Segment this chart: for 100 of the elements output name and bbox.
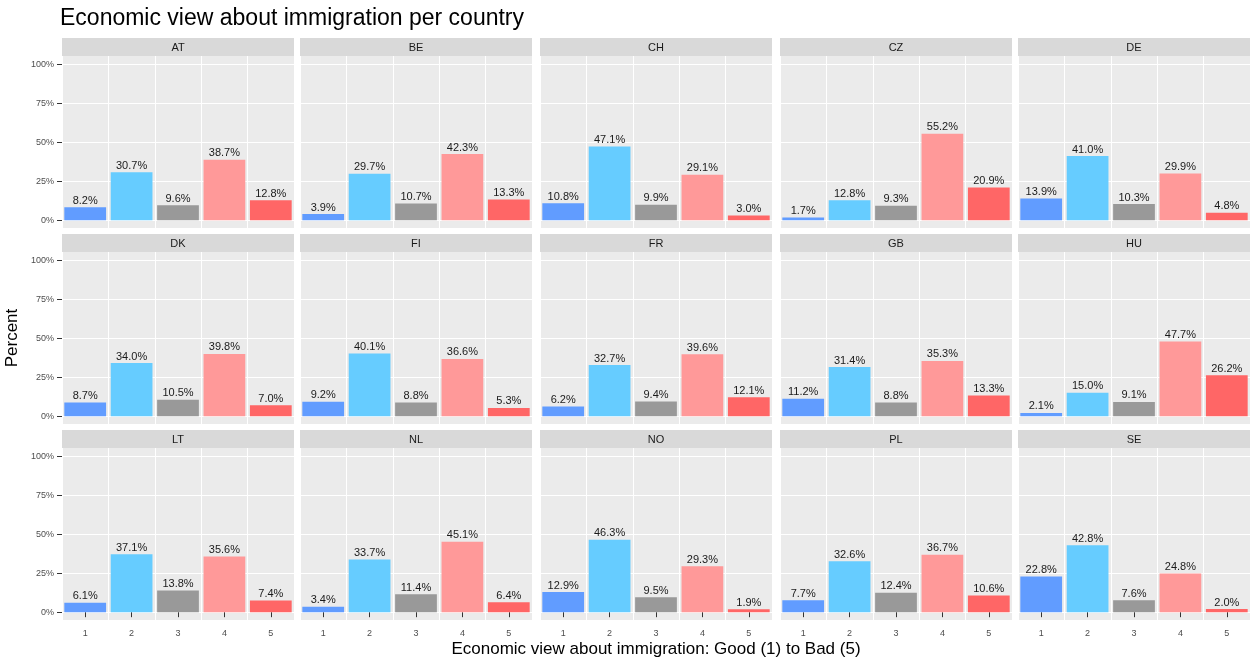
data-label: 11.2% [788, 385, 819, 398]
bar [249, 200, 292, 221]
text: Economic view about immigration per country [60, 4, 525, 31]
bar [828, 561, 871, 613]
bar [110, 363, 153, 417]
bar [249, 405, 292, 417]
data-label: 32.6% [834, 547, 866, 560]
chart-title: DE [1018, 38, 1250, 56]
data-label: 7.7% [790, 586, 816, 599]
bar [1113, 401, 1155, 417]
data-label: 47.7% [1164, 328, 1197, 341]
y-tick-label: 75% [35, 97, 54, 108]
data-label: 9.1% [1121, 388, 1147, 401]
data-label: 9.9% [643, 191, 669, 204]
bar [348, 173, 391, 221]
bar [348, 559, 391, 613]
chart-title: BE [300, 38, 532, 56]
bar [1205, 375, 1248, 417]
data-label: 10.8% [547, 189, 580, 202]
data-label: 31.4% [834, 353, 866, 366]
bar [302, 606, 345, 613]
bar [395, 594, 437, 613]
data-label: 9.4% [643, 387, 669, 400]
data-label: 47.1% [594, 133, 626, 146]
data-label: 9.6% [165, 191, 191, 204]
data-label: 15.0% [1072, 379, 1104, 392]
bar [967, 187, 1010, 221]
bar [157, 399, 199, 417]
bar [635, 597, 677, 613]
data-label: 3.4% [310, 593, 336, 606]
bar [302, 214, 345, 221]
bar [441, 154, 484, 221]
data-label: 36.6% [446, 345, 479, 358]
data-label: 38.7% [208, 146, 241, 159]
data-label: 3.9% [310, 200, 336, 213]
data-label: 55.2% [926, 120, 959, 133]
data-label: 12.4% [880, 579, 912, 592]
bar [921, 554, 964, 613]
data-label: 6.2% [550, 392, 576, 405]
y-tick-label: 25% [35, 372, 54, 383]
data-label: 7.6% [1121, 586, 1147, 599]
bar [441, 358, 484, 417]
x-tick-label: 1 [320, 627, 326, 638]
bar [395, 203, 437, 221]
x-tick-label: 2 [129, 627, 135, 638]
bar [487, 199, 530, 221]
data-label: 42.3% [446, 140, 479, 153]
bar [681, 174, 724, 221]
data-label: 29.9% [1164, 159, 1197, 172]
y-axis-title: Percent [2, 308, 22, 368]
x-tick-label: 3 [653, 627, 659, 638]
bar [635, 204, 677, 221]
bar [1159, 573, 1202, 613]
bar [875, 592, 917, 613]
y-tick-label: 0% [40, 607, 54, 618]
bar [681, 566, 724, 613]
x-tick-label: 1 [82, 627, 88, 638]
data-label: 32.7% [594, 351, 626, 364]
bar [1020, 198, 1063, 221]
data-label: 3.0% [736, 201, 762, 214]
data-label: 8.8% [403, 388, 429, 401]
data-label: 11.4% [400, 580, 432, 593]
chart-title: PL [780, 430, 1012, 448]
bar [542, 592, 585, 613]
data-label: 9.2% [310, 388, 336, 401]
bar [542, 406, 585, 417]
bar [1159, 173, 1202, 221]
data-label: 13.9% [1025, 184, 1058, 197]
chart-title: FI [300, 234, 532, 252]
bar [542, 203, 585, 221]
bar [1066, 545, 1109, 613]
bar [681, 354, 724, 417]
data-label: 29.7% [354, 160, 386, 173]
bar [588, 365, 631, 417]
data-label: 41.0% [1072, 142, 1104, 155]
data-label: 20.9% [973, 174, 1005, 186]
data-label: 9.5% [643, 583, 669, 596]
data-label: 24.8% [1164, 559, 1197, 572]
chart-title: HU [1018, 234, 1250, 252]
data-label: 13.3% [973, 381, 1005, 394]
y-tick-label: 100% [30, 450, 54, 461]
data-label: 39.8% [208, 340, 241, 353]
bar [1113, 600, 1155, 613]
data-label: 10.7% [400, 189, 432, 202]
x-tick-label: 4 [939, 627, 945, 638]
data-label: 2.1% [1028, 399, 1054, 412]
y-tick-label: 100% [30, 58, 54, 69]
bar [487, 602, 530, 613]
y-tick-label: 25% [35, 176, 54, 187]
data-label: 1.7% [790, 204, 816, 217]
chart-title: DK [62, 234, 294, 252]
data-label: 9.3% [883, 192, 909, 205]
data-label: 5.3% [496, 394, 522, 407]
data-label: 46.3% [594, 526, 626, 539]
data-label: 36.7% [926, 541, 959, 554]
data-label: 39.6% [686, 340, 719, 353]
x-tick-label: 3 [413, 627, 419, 638]
bar [64, 402, 107, 417]
chart-title: AT [62, 38, 294, 56]
x-tick-label: 5 [506, 627, 512, 638]
